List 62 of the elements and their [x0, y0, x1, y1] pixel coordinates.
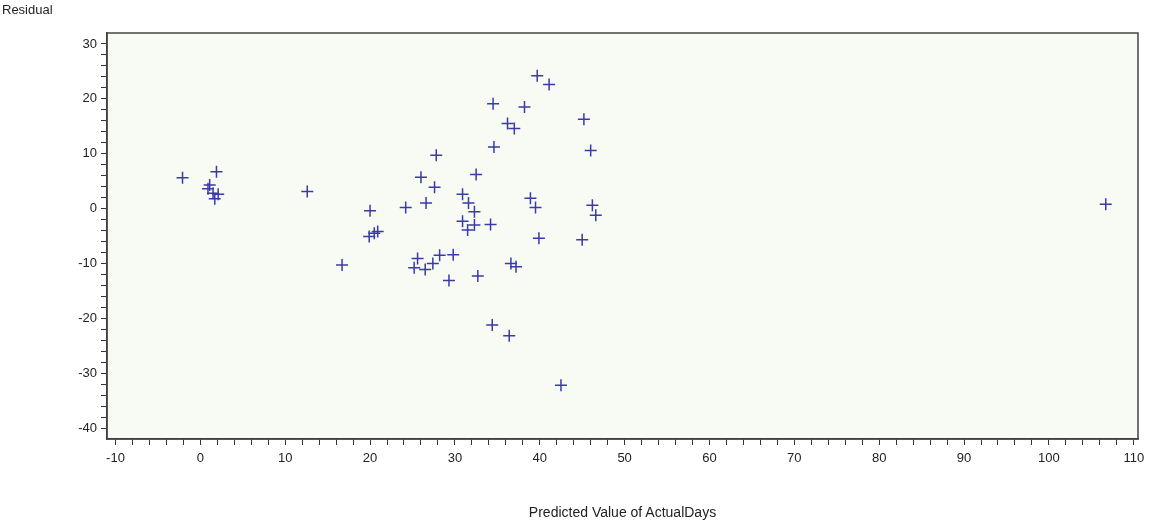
- x-tick-label: 90: [956, 450, 972, 466]
- point: [427, 180, 442, 194]
- x-tick-label: 0: [196, 450, 204, 466]
- x-tick-label: 100: [1038, 450, 1060, 466]
- point: [211, 187, 225, 202]
- point: [577, 112, 591, 126]
- x-tick-label: 10: [277, 450, 293, 466]
- point: [469, 167, 483, 182]
- point: [208, 191, 222, 206]
- point: [362, 229, 376, 244]
- point: [429, 148, 443, 163]
- point: [554, 378, 568, 392]
- x-tick-label: 110: [1123, 450, 1145, 466]
- point: [502, 329, 516, 343]
- point: [1099, 197, 1113, 211]
- point: [585, 198, 600, 213]
- y-tick-label: -30: [78, 364, 97, 380]
- point: [419, 196, 433, 210]
- x-tick-label: 60: [702, 450, 717, 466]
- x-tick-label: 80: [871, 450, 887, 466]
- point: [530, 69, 544, 83]
- point: [414, 170, 428, 185]
- x-tick-label: 70: [787, 450, 802, 466]
- point: [471, 269, 485, 283]
- point: [442, 273, 456, 288]
- x-axis-title: Predicted Value of ActualDays: [528, 504, 717, 521]
- y-tick-label: -10: [78, 255, 97, 271]
- point: [532, 231, 546, 245]
- y-tick-label: 30: [82, 35, 97, 51]
- point: [467, 218, 482, 232]
- x-tick-label: 30: [447, 450, 463, 466]
- point: [486, 97, 500, 111]
- point: [426, 256, 440, 271]
- y-tick-label: -40: [78, 419, 97, 435]
- point: [335, 258, 349, 272]
- x-tick-label: 40: [532, 450, 547, 466]
- point: [398, 200, 413, 215]
- point: [410, 251, 425, 266]
- y-tick-label: -20: [78, 309, 97, 325]
- point: [300, 184, 315, 199]
- x-tick-label: 50: [617, 450, 632, 466]
- point: [209, 165, 224, 179]
- point: [575, 233, 589, 247]
- point: [432, 248, 447, 262]
- point: [483, 217, 498, 232]
- point: [589, 208, 603, 222]
- y-axis-title: Residual: [2, 2, 53, 17]
- y-tick-label: 0: [89, 200, 97, 216]
- point: [583, 143, 598, 158]
- point: [175, 171, 190, 185]
- point: [363, 204, 377, 218]
- y-tick-label: 10: [82, 145, 97, 161]
- point: [517, 100, 532, 114]
- point: [446, 247, 460, 262]
- point: [485, 318, 499, 332]
- y-tick-label: 20: [82, 90, 97, 106]
- point: [407, 261, 421, 275]
- point: [418, 262, 432, 277]
- point: [542, 77, 556, 92]
- point: [487, 140, 501, 154]
- x-tick-label: -10: [106, 450, 125, 466]
- x-tick-label: 20: [362, 450, 378, 466]
